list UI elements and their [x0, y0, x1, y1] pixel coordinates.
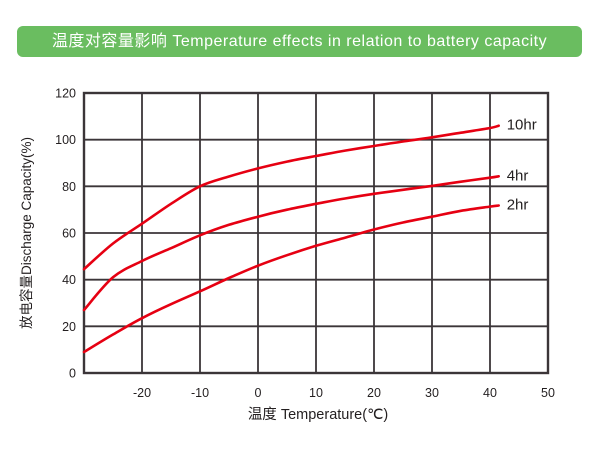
- plot-border: [82, 91, 550, 375]
- x-axis-tick-label: 30: [425, 386, 439, 400]
- curve-4hr: [82, 175, 500, 312]
- curve-10hr: [82, 124, 500, 271]
- temperature-capacity-chart: 0 20 40 60 80 100 120 -20 -10 0 10 20 30 40 50 温度 Tempe…: [18, 87, 555, 424]
- y-axis-tick-label: 100: [55, 133, 76, 147]
- x-axis-tick-label: 40: [483, 386, 497, 400]
- y-axis-tick-label: 20: [62, 320, 76, 334]
- y-axis-tick-label: 40: [62, 273, 76, 287]
- x-axis-tick-label: 10: [309, 386, 323, 400]
- y-axis-title: 放电容量Discharge Capacity(%): [18, 137, 34, 329]
- x-axis-tick-label: -20: [133, 386, 151, 400]
- y-axis-tick-label: 0: [69, 367, 76, 381]
- curve-label-10hr: 10hr: [507, 117, 537, 134]
- y-axis-tick-label: 80: [62, 180, 76, 194]
- x-axis-title: 温度 Temperature(℃): [248, 406, 388, 423]
- y-axis-tick-label: 60: [62, 227, 76, 241]
- x-axis-tick-label: 0: [255, 386, 262, 400]
- y-axis-tick-label: 120: [55, 87, 76, 101]
- x-axis-tick-label: 50: [541, 386, 555, 400]
- curve-label-2hr: 2hr: [507, 196, 529, 213]
- curve-2hr: [82, 204, 500, 354]
- x-axis-tick-label: 20: [367, 386, 381, 400]
- x-axis-tick-label: -10: [191, 386, 209, 400]
- section-header: 温度对容量影响 Temperature effects in relation …: [17, 26, 582, 57]
- curve-label-4hr: 4hr: [507, 167, 529, 184]
